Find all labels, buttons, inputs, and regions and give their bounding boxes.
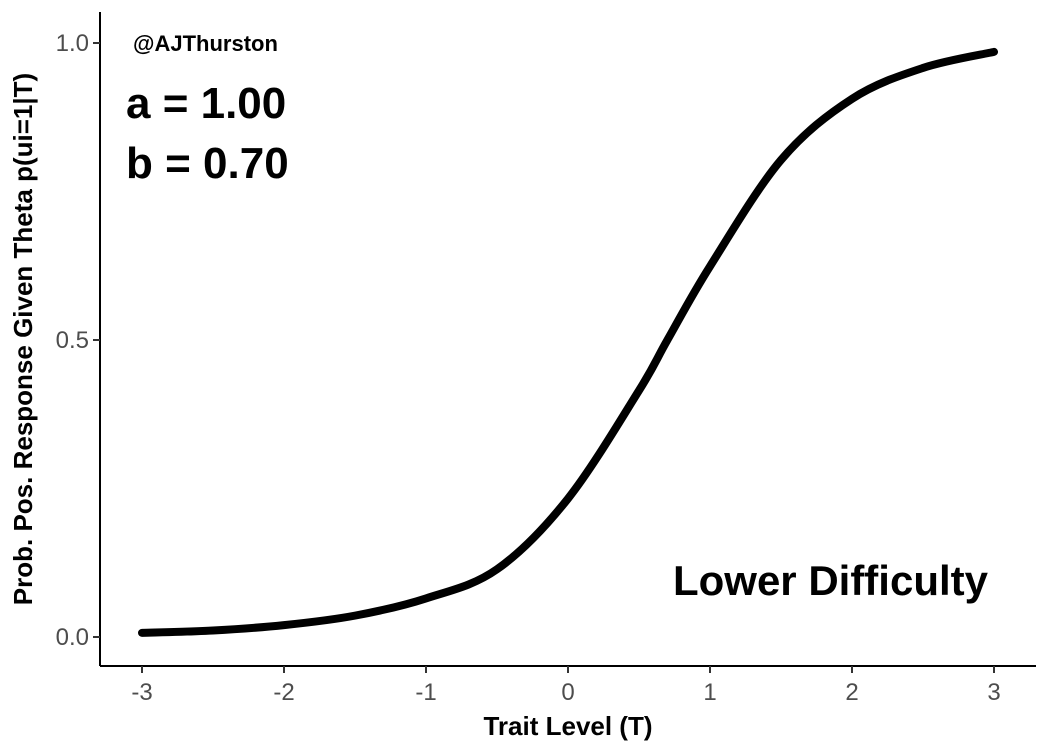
y-tick-label: 0.5 [56,327,89,354]
x-tick-label: 1 [703,679,716,706]
x-axis-title: Trait Level (T) [483,711,652,741]
x-tick-label: 2 [845,679,858,706]
y-axis-title: Prob. Pos. Response Given Theta p(ui=1|T… [8,73,38,605]
x-tick-label: 0 [561,679,574,706]
y-tick-group: 0.0 0.5 1.0 [56,30,100,651]
x-tick-label: -1 [415,679,436,706]
y-tick-label: 0.0 [56,624,89,651]
watermark-handle: @AJThurston [133,31,278,56]
x-tick-label: 3 [987,679,1000,706]
x-tick-group: -3 -2 -1 0 1 2 3 [131,666,1001,706]
difficulty-annotation: Lower Difficulty [673,557,989,604]
icc-curve-line [138,47,998,637]
param-b-label: b = 0.70 [126,139,289,188]
y-tick-label: 1.0 [56,30,89,57]
x-tick-label: -3 [131,679,152,706]
param-a-label: a = 1.00 [126,79,286,128]
x-tick-label: -2 [273,679,294,706]
